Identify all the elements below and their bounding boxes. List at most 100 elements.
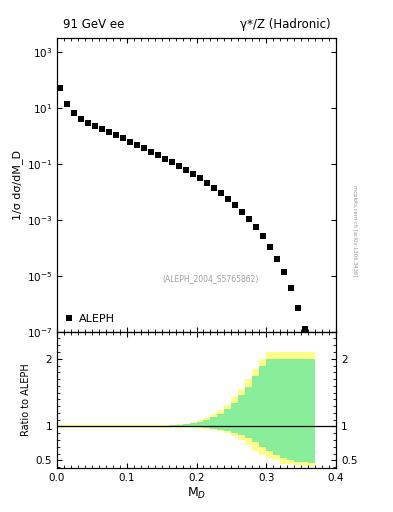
Bar — [308, 359, 315, 463]
Bar — [120, 426, 127, 427]
ALEPH — [281, 269, 286, 275]
Bar — [294, 352, 301, 465]
Bar — [217, 410, 224, 431]
Bar — [71, 426, 78, 427]
Bar — [92, 425, 99, 428]
Bar — [78, 425, 85, 428]
Text: 91 GeV ee: 91 GeV ee — [62, 18, 124, 31]
Bar — [134, 426, 141, 427]
ALEPH — [114, 132, 119, 138]
Bar — [57, 426, 64, 427]
ALEPH — [177, 163, 182, 169]
Bar — [280, 352, 287, 464]
Bar — [155, 425, 162, 428]
Bar — [155, 426, 162, 427]
Bar — [189, 422, 196, 428]
ALEPH — [219, 190, 223, 196]
Bar — [176, 424, 182, 428]
Bar — [71, 425, 78, 428]
Bar — [162, 425, 169, 428]
Bar — [141, 425, 148, 428]
Bar — [231, 397, 238, 436]
X-axis label: M$_D$: M$_D$ — [187, 486, 206, 501]
Bar — [245, 379, 252, 445]
Bar — [92, 426, 99, 427]
ALEPH — [309, 346, 314, 352]
Text: (ALEPH_2004_S5765862): (ALEPH_2004_S5765862) — [162, 274, 259, 283]
Bar — [196, 422, 204, 428]
Bar — [134, 425, 141, 428]
Bar — [301, 359, 308, 462]
Bar — [182, 424, 189, 428]
ALEPH — [184, 167, 188, 173]
ALEPH — [288, 285, 293, 291]
ALEPH — [191, 171, 195, 177]
Bar — [287, 352, 294, 464]
ALEPH — [93, 123, 98, 129]
Bar — [266, 352, 273, 458]
Bar — [217, 414, 224, 430]
Line: ALEPH: ALEPH — [57, 85, 315, 352]
ALEPH — [170, 159, 174, 165]
ALEPH — [58, 85, 63, 91]
Text: mcplots.cern.ch [arXiv:1306.3436]: mcplots.cern.ch [arXiv:1306.3436] — [352, 185, 357, 276]
ALEPH — [295, 305, 300, 311]
ALEPH — [100, 126, 105, 132]
Bar — [252, 376, 259, 442]
ALEPH — [107, 129, 112, 135]
Bar — [99, 425, 106, 428]
Bar — [99, 426, 106, 427]
Bar — [148, 425, 155, 428]
Bar — [224, 409, 231, 431]
ALEPH — [246, 216, 251, 222]
ALEPH — [233, 202, 237, 208]
Bar — [273, 352, 280, 460]
Bar — [231, 403, 238, 433]
Bar — [238, 395, 245, 435]
ALEPH — [198, 175, 202, 181]
ALEPH — [211, 184, 216, 190]
Bar — [189, 423, 196, 427]
ALEPH — [163, 156, 167, 162]
Bar — [280, 359, 287, 458]
ALEPH — [302, 326, 307, 332]
ALEPH — [267, 243, 272, 249]
Bar — [64, 426, 71, 427]
ALEPH — [79, 116, 84, 122]
Bar — [252, 369, 259, 451]
ALEPH — [253, 224, 258, 230]
Bar — [259, 366, 266, 447]
Bar — [106, 426, 113, 427]
Bar — [266, 359, 273, 451]
Legend: ALEPH: ALEPH — [62, 312, 118, 326]
Bar — [245, 387, 252, 438]
Bar — [169, 425, 176, 427]
ALEPH — [156, 152, 160, 158]
Bar — [148, 426, 155, 427]
Bar — [78, 426, 85, 427]
Bar — [113, 425, 120, 428]
Bar — [57, 425, 64, 428]
Bar — [301, 352, 308, 466]
ALEPH — [135, 142, 140, 148]
ALEPH — [239, 209, 244, 215]
Bar — [141, 426, 148, 427]
Bar — [113, 426, 120, 427]
ALEPH — [261, 233, 265, 239]
ALEPH — [121, 135, 126, 141]
Bar — [211, 414, 217, 430]
Bar — [182, 424, 189, 427]
ALEPH — [274, 255, 279, 262]
Bar — [85, 426, 92, 427]
Bar — [176, 425, 182, 427]
Text: γ*/Z (Hadronic): γ*/Z (Hadronic) — [240, 18, 331, 31]
Bar — [120, 425, 127, 428]
Bar — [85, 425, 92, 428]
ALEPH — [205, 180, 209, 186]
Bar — [259, 359, 266, 455]
Y-axis label: Ratio to ALEPH: Ratio to ALEPH — [22, 364, 31, 436]
Bar — [127, 426, 134, 427]
Bar — [238, 389, 245, 440]
ALEPH — [72, 110, 77, 116]
Bar — [204, 418, 211, 429]
